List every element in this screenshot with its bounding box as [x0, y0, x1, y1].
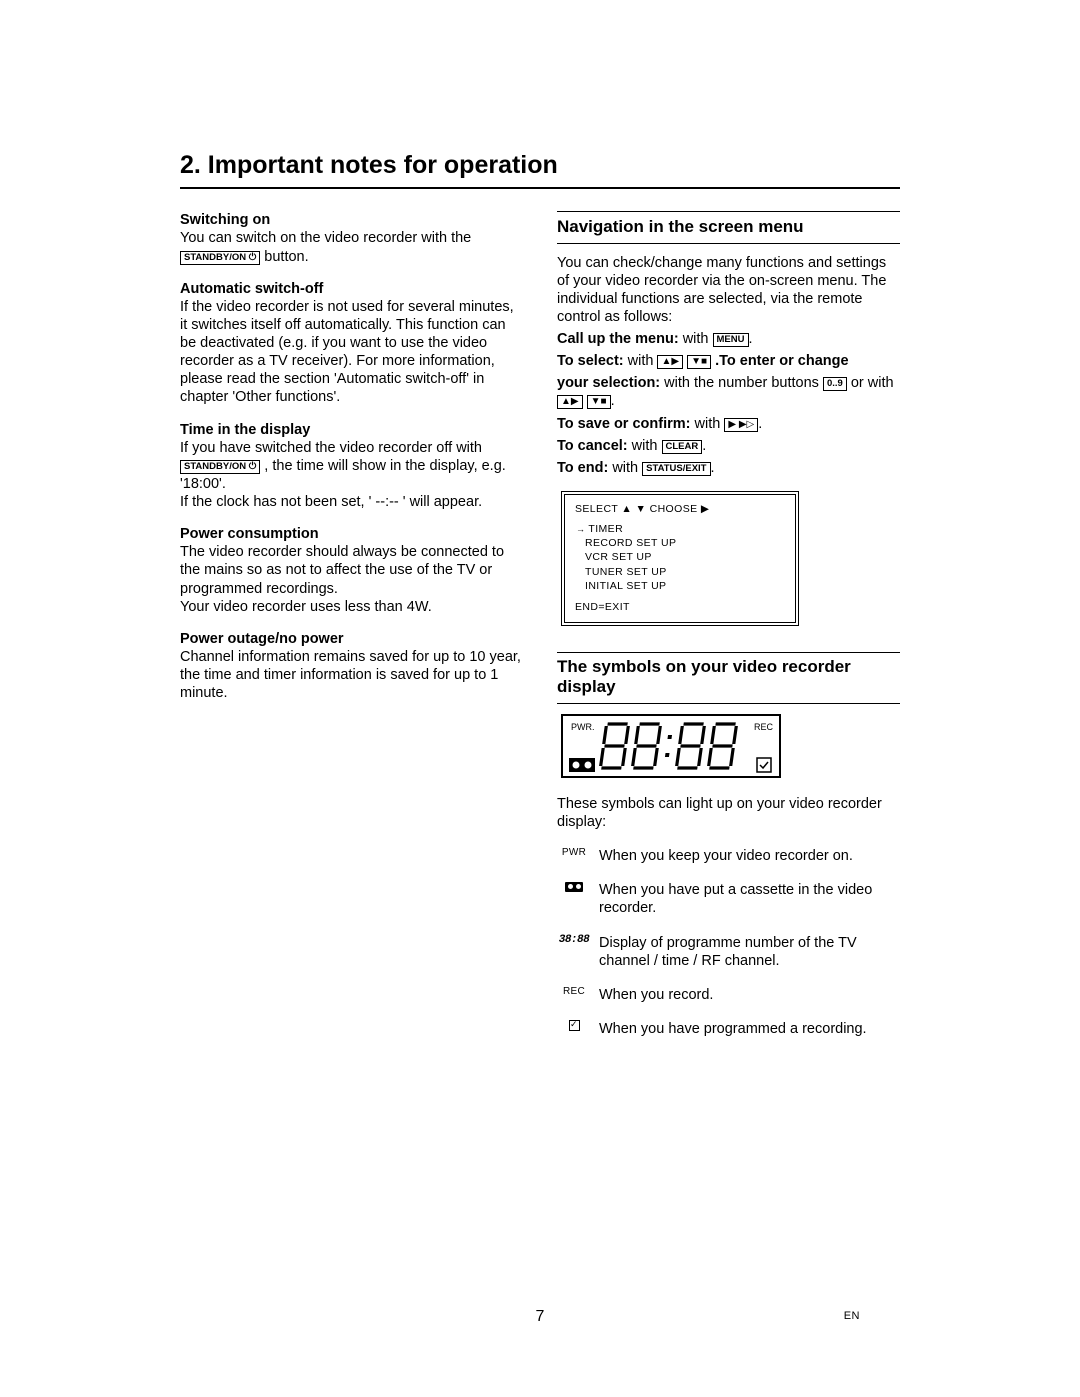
- menu-button-label: MENU: [713, 333, 749, 347]
- language-code: EN: [844, 1310, 860, 1324]
- time-text-c: If the clock has not been set, ' --:-- '…: [180, 493, 523, 511]
- cassette-icon: [557, 873, 595, 925]
- auto-off-head: Automatic switch-off: [180, 280, 523, 298]
- osd-item: INITIAL SET UP: [585, 579, 785, 593]
- play-fwd-button-label: ▶ ▶▷: [724, 418, 758, 432]
- your-sel-with: with the number buttons: [664, 375, 823, 391]
- end-line: To end: with STATUS/EXIT.: [557, 459, 900, 477]
- symbol-row-segment: 38:88 Display of programme number of the…: [557, 926, 900, 978]
- select-with: with: [628, 353, 658, 369]
- end-label: To end:: [557, 460, 608, 476]
- seven-segment-display-icon: PWR. REC: [561, 714, 781, 778]
- symbol-row-cassette: When you have put a cassette in the vide…: [557, 873, 900, 925]
- numbers-button-label: 0..9: [823, 377, 847, 391]
- vcr-display-diagram: PWR. REC: [561, 714, 900, 783]
- symbol-row-rec: REC When you record.: [557, 978, 900, 1012]
- select-label: To select:: [557, 353, 624, 369]
- rec-icon: REC: [557, 978, 595, 1012]
- seven-segment-icon: 38:88: [557, 926, 595, 978]
- page-number: 7: [0, 1307, 1080, 1327]
- rec-indicator: REC: [754, 722, 774, 732]
- standby-on-button-label-2: STANDBY/ON ⏻: [180, 460, 260, 474]
- down-stop-button-label: ▼■: [687, 355, 711, 369]
- symbol-legend-table: PWR When you keep your video recorder on…: [557, 839, 900, 1046]
- down-stop-button-label-2: ▼■: [587, 395, 611, 409]
- pwr-icon: PWR: [557, 839, 595, 873]
- call-up-line: Call up the menu: with MENU.: [557, 330, 900, 348]
- nav-section-title: Navigation in the screen menu: [557, 211, 900, 243]
- symbol-row-pwr: PWR When you keep your video recorder on…: [557, 839, 900, 873]
- cancel-with: with: [632, 438, 662, 454]
- save-label: To save or confirm:: [557, 416, 690, 432]
- pwr-desc: When you keep your video recorder on.: [595, 839, 900, 873]
- power-head: Power consumption: [180, 525, 523, 543]
- segment-desc: Display of programme number of the TV ch…: [595, 926, 900, 978]
- clear-button-label: CLEAR: [662, 440, 703, 454]
- osd-item: VCR SET UP: [585, 550, 785, 564]
- osd-menu-box: SELECT ▲ ▼ CHOOSE ▶ TIMER RECORD SET UP …: [561, 491, 799, 626]
- call-up-label: Call up the menu:: [557, 331, 679, 347]
- time-display-block: Time in the display If you have switched…: [180, 421, 523, 512]
- power-text-a: The video recorder should always be conn…: [180, 543, 523, 597]
- right-column: Navigation in the screen menu You can ch…: [557, 211, 900, 1046]
- power-consumption-block: Power consumption The video recorder sho…: [180, 525, 523, 616]
- switching-on-block: Switching on You can switch on the video…: [180, 211, 523, 265]
- end-with: with: [612, 460, 642, 476]
- cancel-line: To cancel: with CLEAR.: [557, 437, 900, 455]
- cancel-label: To cancel:: [557, 438, 628, 454]
- osd-footer: END=EXIT: [575, 601, 785, 614]
- pwr-indicator: PWR.: [571, 722, 595, 732]
- osd-item: RECORD SET UP: [585, 536, 785, 550]
- your-selection-line: your selection: with the number buttons …: [557, 374, 900, 410]
- time-text-a: If you have switched the video recorder …: [180, 440, 482, 456]
- auto-off-block: Automatic switch-off If the video record…: [180, 280, 523, 407]
- time-head: Time in the display: [180, 421, 523, 439]
- outage-head: Power outage/no power: [180, 630, 523, 648]
- your-sel-label: your selection:: [557, 375, 660, 391]
- osd-item: TUNER SET UP: [585, 565, 785, 579]
- power-text-b: Your video recorder uses less than 4W.: [180, 598, 523, 616]
- switching-on-head: Switching on: [180, 211, 523, 229]
- left-column: Switching on You can switch on the video…: [180, 211, 523, 1046]
- osd-list: TIMER RECORD SET UP VCR SET UP TUNER SET…: [575, 522, 785, 593]
- up-play-button-label: ▲▶: [657, 355, 683, 369]
- manual-page: 2. Important notes for operation Switchi…: [0, 0, 1080, 1397]
- rec-desc: When you record.: [595, 978, 900, 1012]
- two-column-layout: Switching on You can switch on the video…: [180, 211, 900, 1046]
- power-outage-block: Power outage/no power Channel informatio…: [180, 630, 523, 703]
- save-line: To save or confirm: with ▶ ▶▷.: [557, 415, 900, 433]
- symbol-row-timer: When you have programmed a recording.: [557, 1012, 900, 1046]
- enter-label: .To enter or change: [715, 353, 848, 369]
- osd-header: SELECT ▲ ▼ CHOOSE ▶: [575, 503, 785, 516]
- call-up-with: with: [683, 331, 713, 347]
- select-line: To select: with ▲▶ ▼■ .To enter or chang…: [557, 352, 900, 370]
- save-with: with: [695, 416, 725, 432]
- auto-off-body: If the video recorder is not used for se…: [180, 298, 523, 407]
- osd-item: TIMER: [585, 522, 785, 536]
- switching-on-text-a: You can switch on the video recorder wit…: [180, 230, 471, 246]
- chapter-title: 2. Important notes for operation: [180, 150, 900, 189]
- switching-on-text-b: button.: [264, 249, 308, 265]
- standby-on-button-label: STANDBY/ON ⏻: [180, 251, 260, 265]
- timer-desc: When you have programmed a recording.: [595, 1012, 900, 1046]
- up-play-button-label-2: ▲▶: [557, 395, 583, 409]
- outage-body: Channel information remains saved for up…: [180, 648, 523, 702]
- symbols-intro: These symbols can light up on your video…: [557, 795, 900, 831]
- nav-intro: You can check/change many functions and …: [557, 254, 900, 327]
- cassette-desc: When you have put a cassette in the vide…: [595, 873, 900, 925]
- status-exit-button-label: STATUS/EXIT: [642, 462, 710, 476]
- timer-icon: [557, 1012, 595, 1046]
- symbols-section-title: The symbols on your video recorder displ…: [557, 652, 900, 704]
- your-sel-or: or with: [851, 375, 894, 391]
